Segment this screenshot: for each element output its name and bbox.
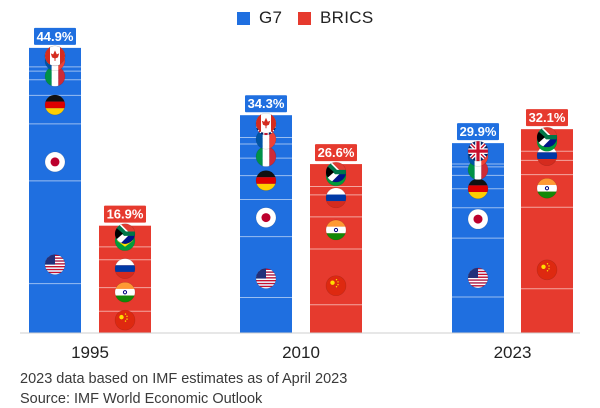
bar-g7-1995 [29, 47, 81, 333]
value-label-box-g7-1995 [34, 27, 76, 45]
south-africa-flag-icon [114, 223, 136, 244]
value-label-box-brics-2010 [315, 144, 357, 162]
russia-flag-icon [325, 187, 347, 209]
x-tick-label-2023: 2023 [494, 343, 532, 362]
value-label-brics-1995: 16.9% [107, 207, 144, 222]
value-label-brics-2010: 26.6% [318, 145, 355, 160]
value-label-box-brics-2023 [526, 109, 568, 127]
value-label-box-g7-2023 [457, 123, 499, 141]
japan-flag-icon [467, 208, 489, 230]
uk-flag-icon [467, 140, 489, 162]
footer-source: Source: IMF World Economic Outlook [20, 391, 263, 407]
japan-flag-icon [44, 151, 66, 173]
south-africa-flag-icon [325, 161, 347, 183]
legend-swatch-brics [298, 11, 311, 25]
us-flag-icon [44, 254, 66, 275]
japan-flag-icon [255, 207, 277, 228]
footer-note: 2023 data based on IMF estimates as of A… [20, 371, 348, 387]
canada-flag-icon [255, 112, 277, 134]
india-flag-icon [536, 177, 558, 199]
south-africa-flag-icon [536, 126, 558, 148]
value-label-g7-1995: 44.9% [37, 29, 74, 44]
china-flag-icon [325, 275, 347, 297]
legend-swatch-g7 [237, 11, 250, 25]
value-label-box-brics-1995 [104, 205, 146, 223]
india-flag-icon [325, 219, 347, 241]
legend-label-g7: G7 [259, 8, 283, 27]
us-flag-icon [467, 267, 489, 289]
india-flag-icon [114, 281, 136, 303]
legend-item-brics: BRICS [298, 8, 373, 28]
russia-flag-icon [114, 258, 136, 279]
germany-flag-icon [44, 94, 66, 116]
value-label-box-g7-2010 [245, 95, 287, 113]
china-flag-icon [114, 309, 136, 331]
legend: G7 BRICS [0, 8, 600, 32]
us-flag-icon [255, 268, 277, 289]
x-tick-label-2010: 2010 [282, 343, 320, 362]
value-label-brics-2023: 32.1% [529, 110, 566, 125]
china-flag-icon [536, 259, 558, 281]
value-label-g7-2023: 29.9% [460, 124, 497, 139]
canada-flag-icon [44, 45, 66, 67]
germany-flag-icon [255, 170, 277, 191]
legend-label-brics: BRICS [320, 8, 374, 27]
legend-item-g7: G7 [237, 8, 282, 28]
value-label-g7-2010: 34.3% [248, 96, 285, 111]
x-tick-label-1995: 1995 [71, 343, 109, 362]
